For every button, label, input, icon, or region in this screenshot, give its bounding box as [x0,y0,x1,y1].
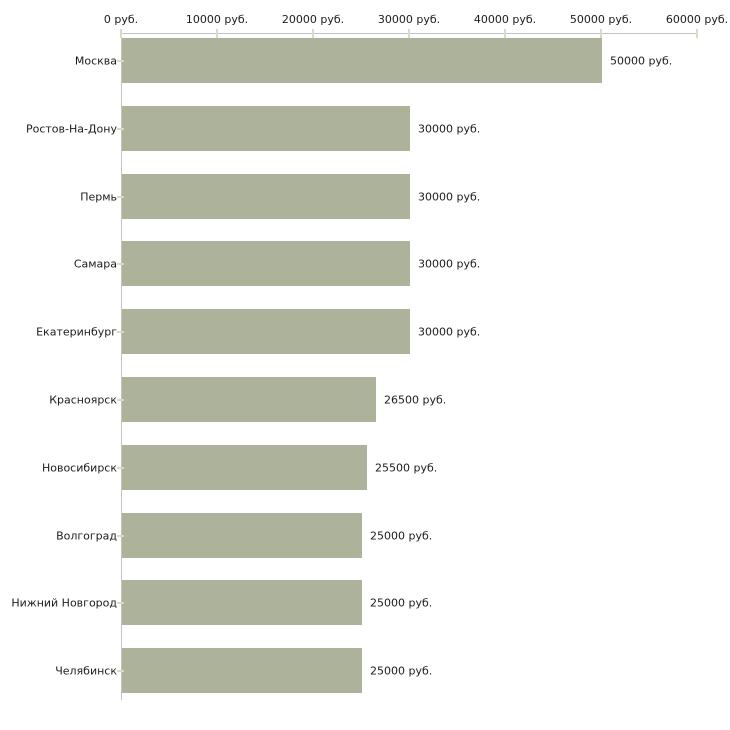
y-tick-mark [117,670,124,672]
value-label: 26500 руб. [384,393,447,406]
x-axis-tick-label: 30000 руб. [377,13,441,26]
y-tick-mark [117,399,124,401]
x-axis-tick-label: 40000 руб. [473,13,537,26]
bar [122,241,410,286]
bar [122,106,410,151]
bar [122,38,602,83]
bar [122,174,410,219]
value-label: 25000 руб. [370,529,433,542]
category-label: Новосибирск [41,461,117,474]
value-label: 30000 руб. [418,257,481,270]
value-label: 25000 руб. [370,596,433,609]
x-tick-mark [312,29,314,38]
y-tick-mark [117,467,124,469]
value-label: 50000 руб. [610,54,673,67]
category-label: Самара [73,257,117,270]
x-axis-tick-label: 0 руб. [103,13,139,26]
bar [122,513,362,558]
y-tick-mark [117,60,124,62]
y-tick-mark [117,602,124,604]
value-label: 25500 руб. [375,461,438,474]
x-axis-tick-label: 20000 руб. [281,13,345,26]
x-tick-mark [120,29,122,38]
bar [122,648,362,693]
y-tick-mark [117,263,124,265]
category-label: Екатеринбург [36,325,117,338]
value-label: 30000 руб. [418,325,481,338]
bar [122,309,410,354]
bar [122,580,362,625]
y-tick-mark [117,128,124,130]
x-tick-mark [696,29,698,38]
x-tick-mark [408,29,410,38]
bar [122,377,376,422]
x-tick-mark [216,29,218,38]
x-axis-tick-label: 50000 руб. [569,13,633,26]
y-tick-mark [117,535,124,537]
y-axis-line [121,33,122,700]
category-label: Пермь [80,190,117,203]
value-label: 30000 руб. [418,190,481,203]
category-label: Москва [74,54,117,67]
category-label: Волгоград [56,529,117,542]
x-tick-mark [504,29,506,38]
category-label: Красноярск [49,393,117,406]
category-label: Челябинск [55,664,117,677]
bar [122,445,367,490]
x-tick-mark [600,29,602,38]
x-axis-tick-label: 60000 руб. [665,13,729,26]
category-label: Нижний Новгород [11,596,117,609]
value-label: 30000 руб. [418,122,481,135]
value-label: 25000 руб. [370,664,433,677]
x-axis-tick-label: 10000 руб. [185,13,249,26]
y-tick-mark [117,331,124,333]
y-tick-mark [117,196,124,198]
category-label: Ростов-На-Дону [25,122,117,135]
